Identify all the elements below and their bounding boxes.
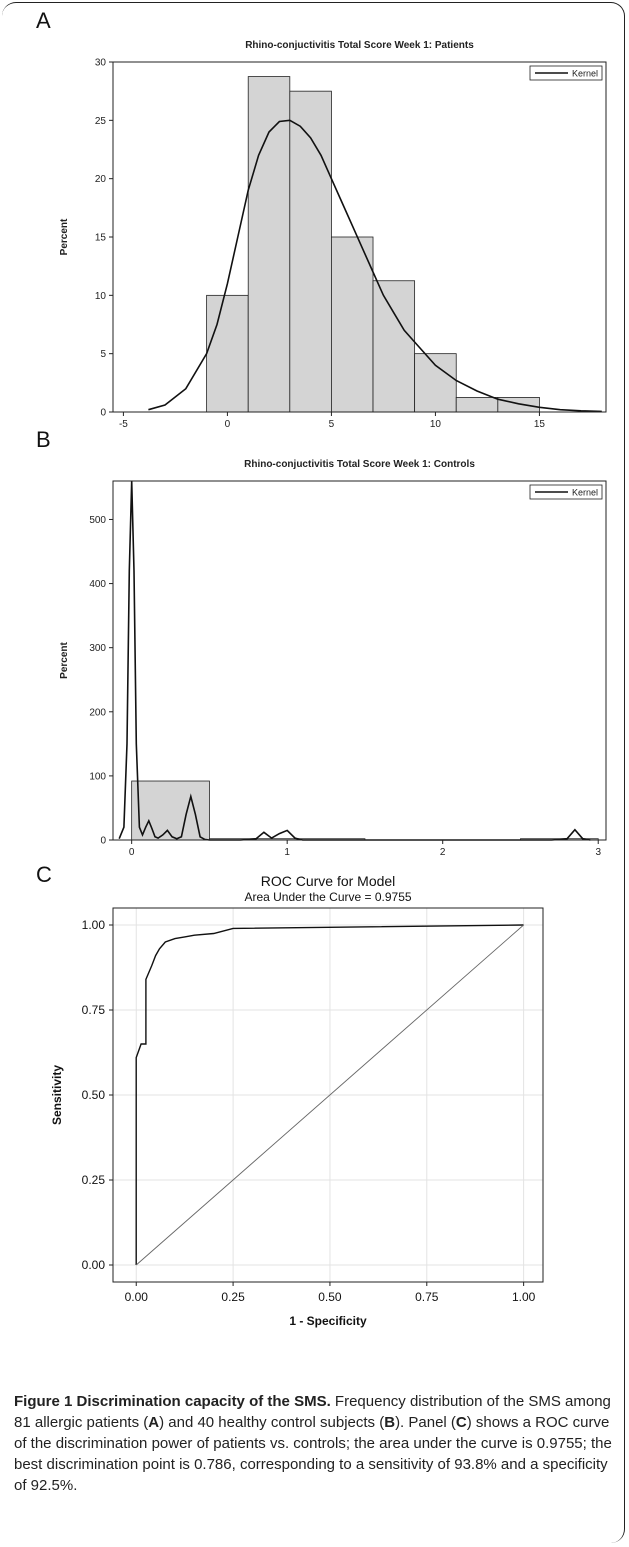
caption-text-4: ) shows a ROC curve of the discriminatio… (14, 1414, 612, 1494)
panel-b-legend-label: Kernel (572, 488, 598, 498)
panel-c-xtick-label: 0.50 (318, 1290, 342, 1304)
caption-ref-c: C (455, 1414, 467, 1431)
panel-c-ytick-label: 1.00 (82, 918, 106, 932)
panel-a-bar (414, 353, 457, 413)
figure-charts: Rhino-conjuctivitis Total Score Week 1: … (50, 40, 607, 1328)
panel-c-ytick-label: 0.00 (82, 1258, 106, 1272)
caption-text-3: ). Panel ( (395, 1414, 456, 1431)
panel-a-xtick-label: -5 (119, 419, 128, 430)
panel-b-xtick-label: 1 (284, 847, 290, 858)
panel-b-xtick-label: 0 (129, 847, 135, 858)
panel-b-ytick-label: 300 (89, 643, 106, 654)
panel-a-bar (289, 90, 332, 413)
panel-a-xtick-label: 5 (329, 419, 335, 430)
caption-label: Figure 1 Discrimination capacity of the … (14, 1393, 331, 1410)
panel-b-ytick-label: 100 (89, 771, 106, 782)
panel-c-subtitle: Area Under the Curve = 0.9755 (244, 890, 411, 904)
panel-a-ytick-label: 0 (100, 408, 106, 419)
panel-letter-a: A (36, 8, 51, 33)
panel-a-ytick-label: 5 (100, 349, 106, 360)
panel-c-ytick-label: 0.75 (82, 1003, 106, 1017)
panel-a-xtick-label: 10 (430, 419, 442, 430)
panel-a-bar (497, 397, 540, 413)
panel-b-ytick-label: 500 (89, 515, 106, 526)
panel-a-ytick-label: 10 (95, 291, 107, 302)
panel-b-ytick-label: 0 (100, 836, 106, 847)
panel-b-ytick-label: 400 (89, 579, 106, 590)
panel-a-legend-label: Kernel (572, 69, 598, 79)
panel-c-reference-line (135, 924, 524, 1266)
panel-c-xtick-label: 0.75 (415, 1290, 439, 1304)
caption-text-2: ) and 40 healthy control subjects ( (159, 1414, 385, 1431)
panel-c-ytick-label: 0.50 (82, 1088, 106, 1102)
panel-c-xtick-label: 1.00 (512, 1290, 536, 1304)
panel-b-ytick-label: 200 (89, 707, 106, 718)
panel-b-ylabel: Percent (59, 641, 70, 678)
caption-text-1: Frequency distribution of the SMS among … (14, 1393, 611, 1431)
panel-c-ytick-label: 0.25 (82, 1173, 106, 1187)
panel-a-bar (247, 76, 291, 413)
panel-c-roc-line (135, 924, 524, 1265)
panel-b-xtick-label: 2 (440, 847, 446, 858)
panel-letter-b: B (36, 427, 51, 452)
panel-a-xtick-label: 0 (225, 419, 231, 430)
panel-c-xlabel: 1 - Specificity (289, 1314, 367, 1328)
panel-a-xtick-label: 15 (534, 419, 546, 430)
panel-a-title: Rhino-conjuctivitis Total Score Week 1: … (245, 40, 474, 51)
panel-c-title: ROC Curve for Model (261, 873, 396, 889)
panel-a-ytick-label: 15 (95, 233, 107, 244)
panel-a-ytick-label: 30 (95, 58, 107, 69)
panel-a-ytick-label: 25 (95, 116, 107, 127)
panel-letter-c: C (36, 862, 52, 887)
panel-a-ytick-label: 20 (95, 174, 107, 185)
caption-ref-b: B (384, 1414, 396, 1431)
caption-ref-a: A (148, 1414, 160, 1431)
panel-a-bar (372, 280, 416, 413)
panel-a-kernel-line (148, 119, 602, 413)
panel-b-xtick-label: 3 (595, 847, 601, 858)
panel-c-xtick-label: 0.00 (125, 1290, 149, 1304)
panel-a-ylabel: Percent (59, 218, 70, 255)
figure-caption: Figure 1 Discrimination capacity of the … (14, 1391, 614, 1496)
panel-b-plot-frame (112, 480, 607, 841)
panel-c-xtick-label: 0.25 (221, 1290, 245, 1304)
panel-a-bar (331, 236, 374, 413)
panel-b-title: Rhino-conjuctivitis Total Score Week 1: … (244, 459, 475, 470)
panel-a-bar (455, 397, 499, 413)
panel-a-bar (206, 294, 249, 413)
panel-c-ylabel: Sensitivity (50, 1065, 64, 1125)
